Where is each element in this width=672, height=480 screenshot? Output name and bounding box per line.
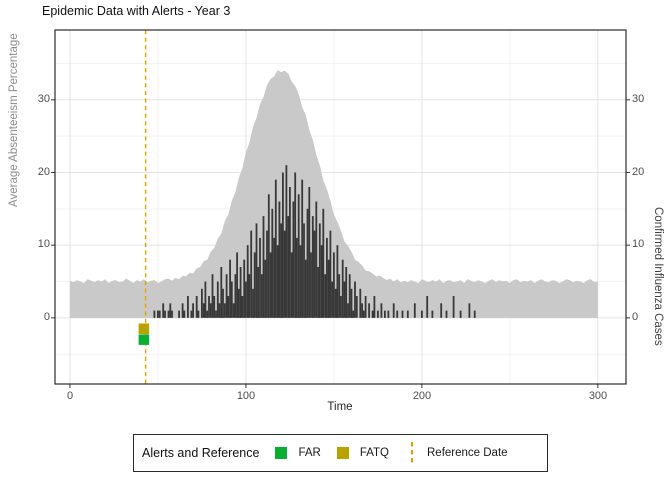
legend-item-far: FAR [275,447,321,459]
legend-item-fatq: FATQ [336,447,389,459]
legend-label-reference-date: Reference Date [427,447,508,459]
y-axis-left-tick-20: 20 [37,166,50,178]
y-axis-left-tick-30: 30 [37,93,50,105]
x-axis-title: Time [327,401,353,413]
legend-item-reference-date: Reference Date [405,442,508,464]
legend-title: Alerts and Reference [142,446,260,460]
dashed-line-icon [411,442,413,464]
x-axis-tick-100: 100 [236,390,256,402]
x-axis-tick-300: 300 [588,390,608,402]
y-axis-right-tick-10: 10 [632,238,645,250]
legend: Alerts and Reference FAR FATQ Reference … [133,434,548,472]
y-axis-right-tick-20: 20 [632,166,645,178]
y-axis-left-tick-10: 10 [37,238,50,250]
fatq-swatch-icon [336,447,349,459]
chart-title: Epidemic Data with Alerts - Year 3 [42,4,231,18]
x-axis-tick-0: 0 [66,390,74,402]
legend-label-fatq: FATQ [359,447,389,459]
y-axis-right-tick-0: 0 [632,311,639,323]
far-swatch-icon [275,447,288,459]
legend-label-far: FAR [298,447,321,459]
y-axis-right-tick-30: 30 [632,93,645,105]
y-axis-left-tick-0: 0 [43,311,50,323]
x-axis-tick-200: 200 [412,390,432,402]
